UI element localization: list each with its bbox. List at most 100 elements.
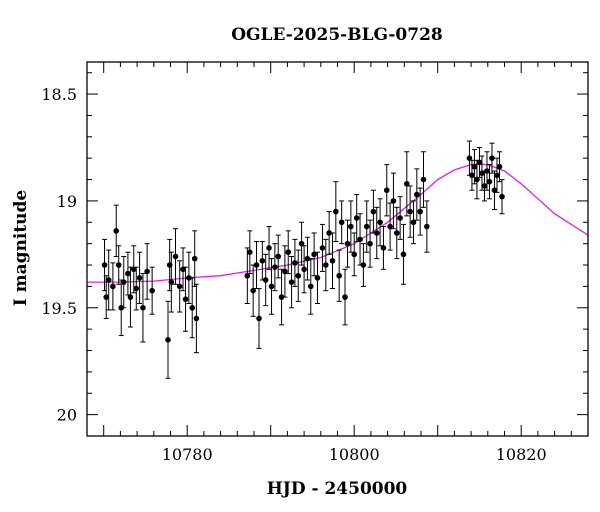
data-point [136, 275, 143, 281]
model-curve-group [87, 163, 588, 283]
data-point [256, 315, 262, 322]
data-point [125, 270, 131, 277]
data-point [336, 272, 342, 279]
y-tick-label: 18.5 [41, 85, 77, 104]
data-point [390, 198, 397, 204]
data-point [319, 245, 326, 251]
x-tick-label: 10800 [329, 445, 380, 464]
data-point [311, 251, 317, 258]
data-point [410, 219, 417, 226]
data-point [393, 230, 400, 236]
data-point [469, 172, 475, 179]
data-point [363, 223, 370, 230]
data-point [140, 304, 146, 311]
data-point [476, 159, 483, 166]
data-point [314, 275, 321, 281]
data-point [373, 230, 380, 236]
data-point [387, 223, 393, 230]
data-point [275, 253, 282, 260]
data-point [466, 155, 473, 161]
data-point [176, 283, 183, 290]
x-tick-label: 10780 [162, 445, 213, 464]
data-point [191, 255, 198, 262]
data-point [244, 272, 251, 279]
data-point [247, 249, 253, 256]
data-point [479, 170, 485, 176]
y-axis-label: I magnitude [11, 190, 31, 307]
data-point [115, 262, 122, 268]
data-point [288, 279, 295, 285]
data-point [380, 245, 387, 251]
data-point [172, 253, 179, 260]
data-point [397, 215, 403, 221]
model-curve [87, 163, 588, 283]
data-point [292, 260, 298, 266]
data-point [486, 178, 493, 185]
y-tick-label: 20 [57, 406, 77, 425]
data-point [266, 245, 272, 251]
data-point [262, 277, 269, 283]
data-point [127, 294, 134, 300]
data-point [118, 304, 125, 311]
data-point [326, 230, 332, 236]
data-point [278, 294, 285, 300]
data-point [120, 279, 127, 285]
data-point [253, 262, 260, 268]
data-point [130, 266, 137, 273]
data-point [101, 262, 108, 268]
data-point [417, 208, 423, 215]
data-point [113, 228, 120, 234]
data-point [404, 181, 410, 187]
data-point [489, 155, 495, 161]
data-point [250, 287, 256, 294]
data-point [342, 294, 348, 300]
data-point [133, 285, 140, 292]
data-point [193, 315, 200, 322]
data-point [471, 163, 478, 170]
data-point [186, 275, 192, 281]
data-point [484, 168, 490, 174]
data-point [282, 268, 288, 275]
data-point [180, 266, 186, 273]
data-point [259, 257, 266, 264]
data-point [295, 272, 302, 279]
data-point [414, 191, 420, 198]
data-point [301, 266, 307, 273]
data-point [491, 187, 498, 194]
data-point [338, 219, 345, 226]
data-point [400, 251, 407, 258]
x-tick-label: 10820 [496, 445, 547, 464]
data-point [481, 183, 488, 189]
data-point [360, 262, 367, 268]
data-point [189, 304, 196, 311]
data-point [367, 240, 373, 247]
data-point [304, 255, 311, 262]
x-axis-label: HJD - 2450000 [267, 479, 408, 499]
data-point [182, 296, 189, 303]
data-point [268, 283, 275, 290]
data-point [424, 223, 430, 230]
data-point [329, 257, 336, 264]
tick-labels: 10780 10800 10820 18.5 19 19.5 20 [41, 85, 546, 464]
data-point [105, 277, 112, 283]
y-tick-label: 19.5 [41, 299, 77, 318]
data-point [144, 268, 150, 275]
data-point [103, 294, 110, 300]
data-point [370, 208, 377, 215]
data-point [285, 249, 292, 256]
data-point [383, 187, 390, 194]
data-point [165, 337, 171, 343]
data-point [407, 208, 413, 215]
data-point [494, 172, 500, 179]
data-point [474, 176, 480, 183]
data-point [344, 240, 351, 247]
data-point [307, 283, 314, 290]
axis-ticks [86, 62, 589, 437]
data-point [420, 176, 427, 183]
chart-title: OGLE-2025-BLG-0728 [231, 25, 443, 45]
y-tick-label: 19 [57, 192, 77, 211]
data-point [323, 262, 329, 268]
data-point [298, 240, 305, 247]
plot-frame [86, 61, 589, 437]
